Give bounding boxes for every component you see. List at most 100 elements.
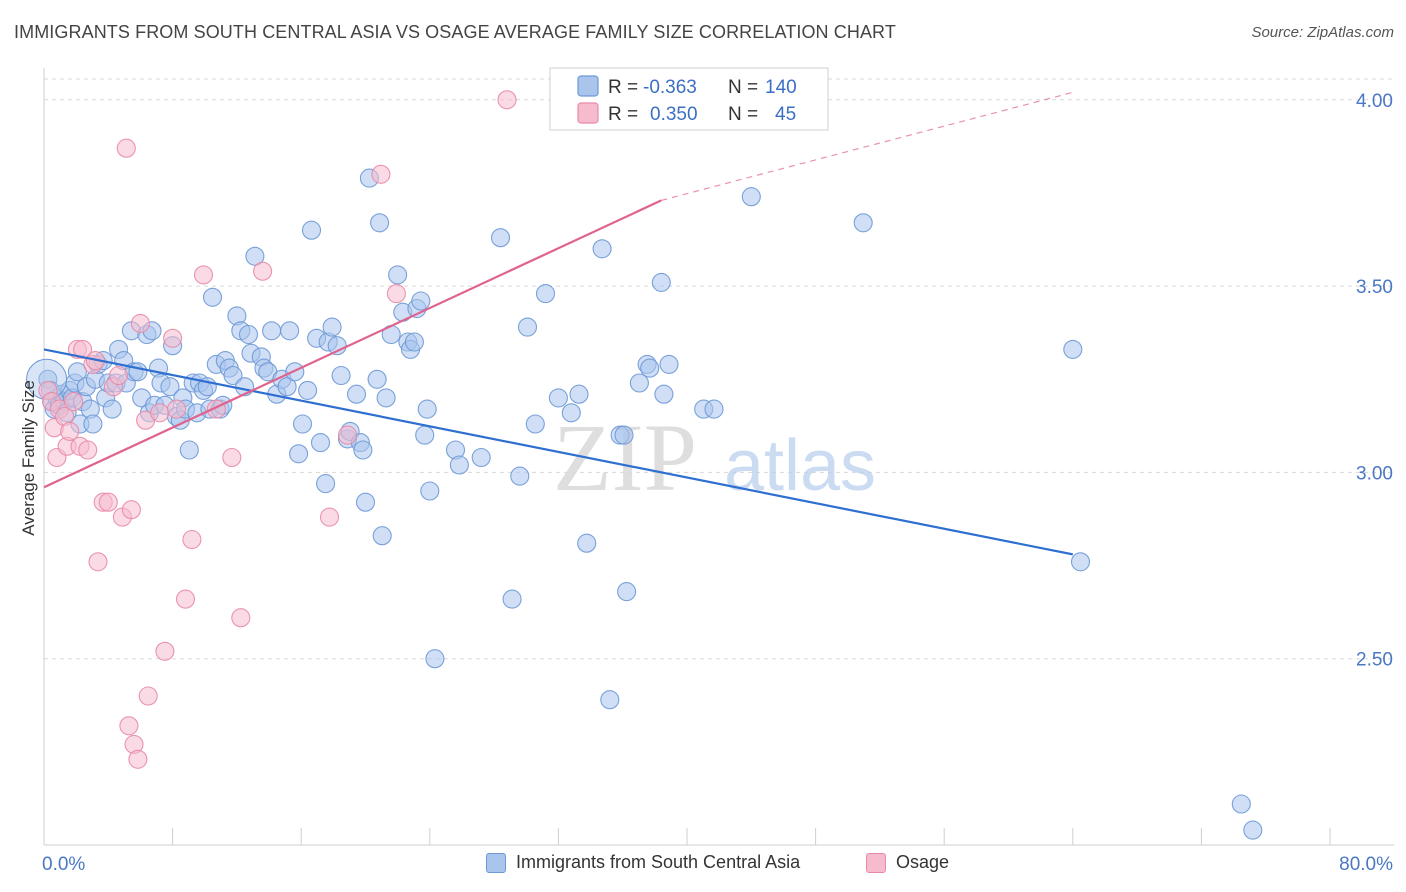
osage-point-37 — [222, 447, 242, 468]
immigrants-point-128 — [640, 358, 660, 378]
y-tick-label-3: 4.00 — [1356, 91, 1393, 112]
immigrants-point-106 — [420, 481, 440, 501]
immigrants-point-113 — [510, 466, 530, 486]
immigrants-point-133 — [704, 399, 724, 419]
osage-point-21 — [116, 138, 136, 158]
series-legend: Immigrants from South Central Asia Osage — [0, 852, 1406, 878]
tick-labels: 2.50 3.00 3.50 4.00 0.0% 80.0% — [42, 91, 1393, 875]
immigrants-point-115 — [525, 414, 545, 434]
axes — [43, 68, 1394, 846]
trend-line-osage — [43, 199, 662, 489]
osage-point-42 — [371, 164, 391, 184]
immigrants-point-116 — [535, 284, 556, 304]
immigrants-point-103 — [411, 291, 431, 311]
immigrants-point-84 — [331, 365, 351, 386]
immigrants-point-77 — [301, 220, 322, 240]
immigrants-point-135 — [853, 213, 873, 233]
immigrants-point-138 — [1231, 794, 1251, 814]
grid-lines — [44, 78, 1394, 660]
immigrants-point-93 — [370, 213, 390, 233]
immigrants-point-23 — [102, 399, 122, 419]
immigrants-point-131 — [659, 354, 679, 374]
watermark-zip: ZIP — [553, 404, 697, 511]
x-tick-label-right: 80.0% — [1339, 854, 1393, 875]
legend-r-label-pink: R = — [608, 104, 638, 125]
osage-point-11 — [73, 339, 93, 359]
source-credit: Source: ZipAtlas.com — [1251, 24, 1394, 41]
immigrants-point-71 — [277, 377, 297, 397]
legend-r-label-blue: R = — [608, 77, 638, 98]
immigrants-point-125 — [617, 582, 637, 602]
immigrants-point-124 — [614, 425, 634, 445]
osage-point-30 — [155, 641, 175, 661]
immigrants-point-90 — [355, 492, 376, 512]
osage-point-43 — [386, 284, 406, 304]
immigrants-point-120 — [577, 533, 597, 553]
immigrants-point-136 — [1063, 339, 1083, 359]
osage-point-7 — [60, 421, 80, 441]
immigrants-point-58 — [223, 365, 243, 386]
immigrants-point-92 — [367, 369, 387, 389]
immigrants-point-107 — [425, 649, 445, 669]
immigrants-point-105 — [417, 399, 437, 419]
trend-line-immigrants — [43, 348, 1074, 556]
osage-point-17 — [98, 492, 118, 512]
immigrants-point-89 — [353, 440, 373, 460]
osage-point-19 — [109, 365, 129, 386]
trend-lines — [43, 91, 1074, 556]
chart-title: IMMIGRANTS FROM SOUTH CENTRAL ASIA VS OS… — [14, 22, 896, 42]
immigrants-point-94 — [372, 526, 392, 546]
legend-n-label-pink: N = — [728, 104, 758, 125]
immigrants-point-64 — [245, 246, 265, 266]
osage-point-12 — [78, 440, 98, 460]
watermark: ZIP atlas — [553, 404, 876, 511]
immigrants-point-79 — [310, 433, 331, 453]
immigrants-point-68 — [262, 321, 282, 341]
immigrants-point-75 — [292, 414, 313, 434]
immigrants-point-117 — [548, 388, 568, 408]
osage-point-25 — [128, 749, 148, 769]
immigrants-point-118 — [561, 403, 581, 423]
legend-r-value-blue: -0.363 — [643, 77, 697, 98]
osage-point-34 — [182, 529, 202, 550]
immigrants-point-126 — [629, 373, 649, 393]
immigrants-point-62 — [238, 324, 259, 345]
immigrants-point-76 — [298, 380, 318, 400]
osage-point-33 — [175, 589, 196, 609]
immigrants-point-72 — [280, 321, 300, 341]
osage-point-28 — [138, 686, 158, 706]
osage-point-39 — [253, 261, 273, 281]
osage-point-40 — [319, 507, 340, 527]
immigrants-point-87 — [346, 384, 367, 404]
immigrants-point-111 — [490, 228, 511, 248]
immigrants-point-52 — [202, 287, 223, 307]
osage-point-41 — [337, 425, 358, 445]
osage-point-22 — [119, 716, 139, 736]
immigrants-point-109 — [449, 455, 469, 475]
osage-point-31 — [163, 328, 183, 348]
immigrants-point-104 — [415, 425, 435, 445]
immigrants-point-80 — [316, 474, 336, 494]
immigrants-point-130 — [654, 384, 674, 404]
y-tick-label-2: 3.50 — [1356, 277, 1393, 298]
immigrants-point-122 — [600, 690, 620, 710]
y-axis-label: Average Family Size — [19, 380, 38, 536]
osage-point-26 — [130, 313, 150, 333]
legend-n-value-pink: 45 — [775, 104, 796, 125]
y-tick-label-1: 3.00 — [1356, 463, 1393, 484]
osage-point-15 — [88, 552, 108, 572]
immigrants-point-110 — [471, 447, 491, 468]
legend-swatch-osage — [866, 852, 886, 873]
immigrants-point-95 — [376, 388, 396, 408]
immigrants-point-82 — [322, 317, 342, 337]
immigrants-point-12 — [67, 362, 87, 382]
osage-point-44 — [497, 90, 517, 110]
watermark-atlas: atlas — [724, 426, 876, 506]
legend-item-osage: Osage — [866, 852, 949, 873]
series-osage-points — [38, 90, 517, 769]
osage-point-23 — [121, 500, 141, 520]
osage-point-32 — [166, 399, 187, 419]
legend-swatch-pink — [577, 102, 599, 124]
x-tick-label-left: 0.0% — [42, 854, 85, 875]
trend-line-osage-extension — [661, 91, 1073, 201]
